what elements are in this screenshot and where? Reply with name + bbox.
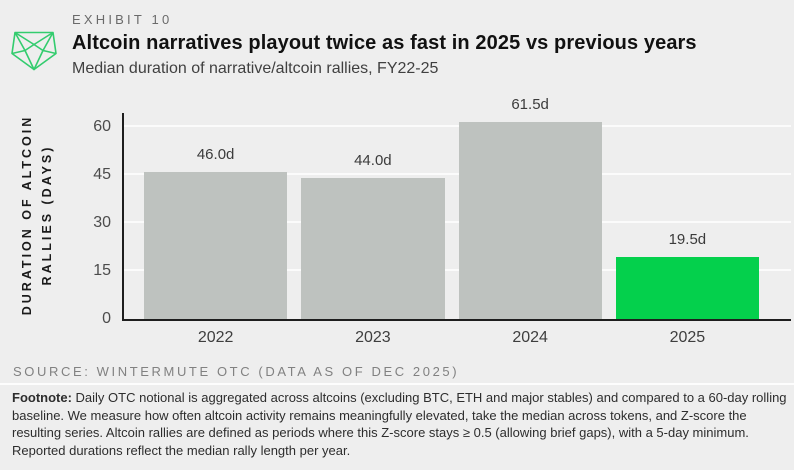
bar-slot-2023: 44.0d <box>301 113 445 319</box>
y-tick-label-45: 45 <box>93 166 111 184</box>
x-tick-label-2023: 2023 <box>355 329 391 346</box>
y-axis-title-line1: DURATION OF ALTCOIN <box>20 114 34 316</box>
bar-2024 <box>458 122 602 319</box>
bar-slot-2022: 46.0d <box>144 113 288 319</box>
gridline-30 <box>124 221 791 224</box>
y-tick-label-30: 30 <box>93 214 111 232</box>
bar-value-label-2023: 44.0d <box>354 152 392 170</box>
bar-2025 <box>615 256 759 319</box>
chart-title: Altcoin narratives playout twice as fast… <box>72 32 697 54</box>
y-tick-label-15: 15 <box>93 262 111 280</box>
bar-slot-2025: 19.5d <box>615 113 759 319</box>
x-tick-label-2025: 2025 <box>669 329 706 346</box>
divider <box>0 383 794 385</box>
gridline-15 <box>124 269 791 272</box>
x-axis-line <box>122 319 791 321</box>
bar-value-label-2022: 46.0d <box>196 145 235 163</box>
y-tick-label-0: 0 <box>102 310 111 327</box>
gridline-45 <box>124 173 791 176</box>
x-axis-labels: 2022 2023 2024 2025 <box>122 329 791 351</box>
bar-2023 <box>301 178 445 319</box>
y-tick-label-60: 60 <box>93 118 111 136</box>
bar-2022 <box>144 171 288 319</box>
plot-area: 46.0d 44.0d 61.5d 19.5d 0 15 30 45 60 <box>93 96 791 327</box>
gridline-60 <box>124 125 791 128</box>
bar-slot-2024: 61.5d <box>458 96 602 319</box>
x-tick-label-2024: 2024 <box>512 329 548 346</box>
y-axis-line <box>122 113 124 319</box>
footnote: Footnote: Daily OTC notional is aggregat… <box>12 389 788 459</box>
y-axis-title: DURATION OF ALTCOIN RALLIES (DAYS) <box>17 115 57 316</box>
chart-subtitle: Median duration of narrative/altcoin ral… <box>72 60 439 77</box>
bar-value-label-2024: 61.5d <box>511 96 549 114</box>
x-tick-label-2022: 2022 <box>197 329 234 346</box>
exhibit-label: EXHIBIT 10 <box>72 12 173 27</box>
wintermute-logo-icon <box>11 31 57 71</box>
footnote-text: Daily OTC notional is aggregated across … <box>12 390 787 458</box>
source-line: SOURCE: WINTERMUTE OTC (DATA AS OF DEC 2… <box>13 364 460 379</box>
y-axis-title-line2: RALLIES (DAYS) <box>40 144 54 286</box>
bar-value-label-2025: 19.5d <box>668 230 707 248</box>
bars-group: 46.0d 44.0d 61.5d 19.5d <box>122 96 791 319</box>
footnote-label: Footnote: <box>12 390 72 405</box>
